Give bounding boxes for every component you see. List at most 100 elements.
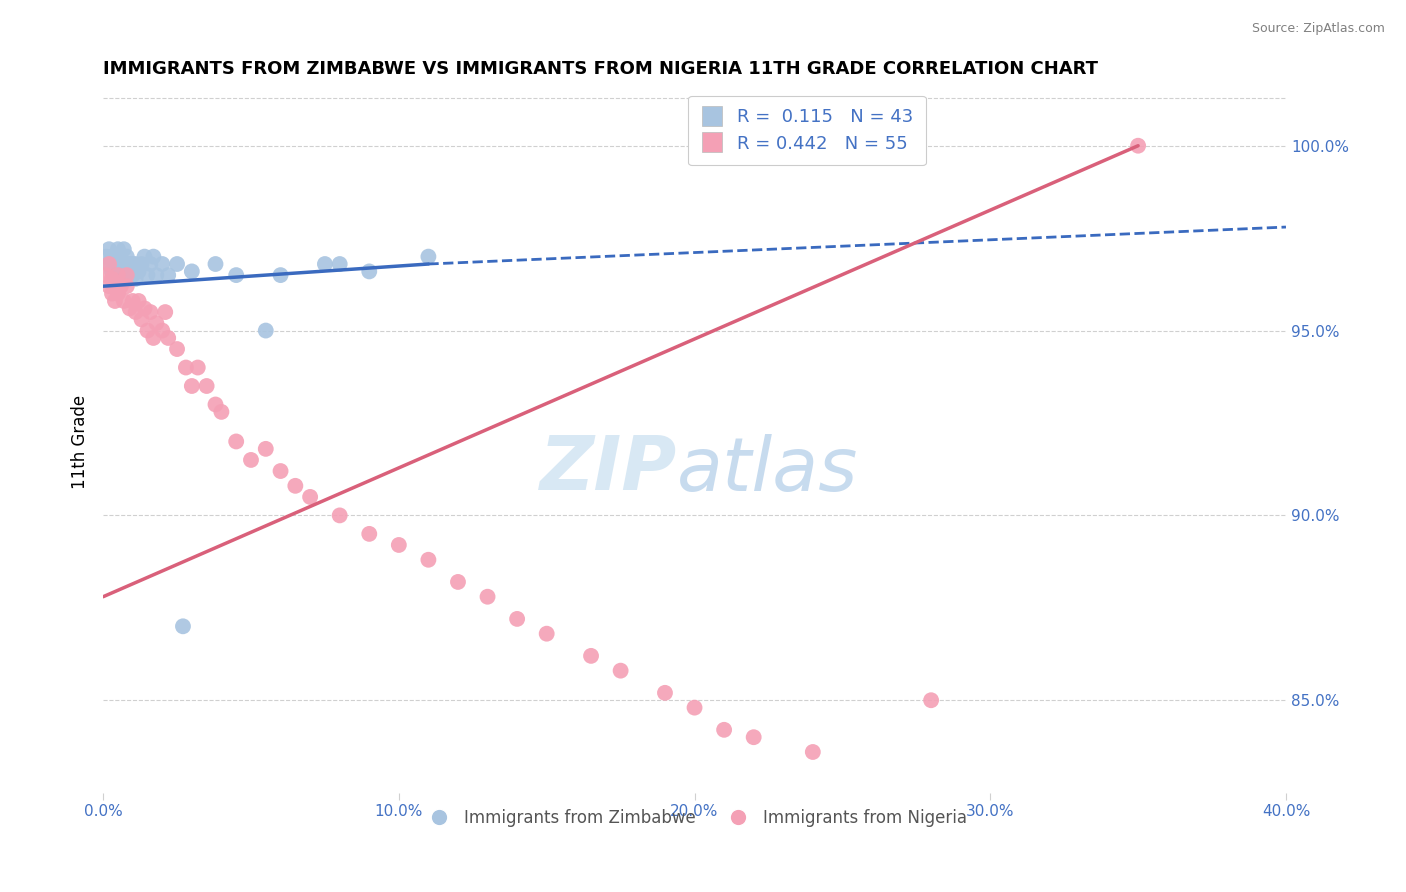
- Point: [98, 257, 121, 271]
- Point: [155, 305, 177, 319]
- Point: [654, 686, 676, 700]
- Point: [139, 305, 162, 319]
- Point: [145, 316, 167, 330]
- Point: [801, 745, 824, 759]
- Point: [110, 257, 132, 271]
- Point: [187, 360, 209, 375]
- Point: [142, 250, 165, 264]
- Point: [115, 250, 138, 264]
- Point: [124, 272, 146, 286]
- Point: [101, 272, 124, 286]
- Point: [98, 279, 121, 293]
- Text: IMMIGRANTS FROM ZIMBABWE VS IMMIGRANTS FROM NIGERIA 11TH GRADE CORRELATION CHART: IMMIGRANTS FROM ZIMBABWE VS IMMIGRANTS F…: [103, 60, 1098, 78]
- Point: [145, 268, 167, 282]
- Point: [101, 250, 124, 264]
- Point: [506, 612, 529, 626]
- Point: [359, 264, 381, 278]
- Point: [107, 286, 129, 301]
- Point: [115, 268, 138, 282]
- Point: [118, 301, 141, 316]
- Point: [1126, 138, 1149, 153]
- Point: [101, 264, 124, 278]
- Point: [104, 268, 127, 282]
- Point: [112, 293, 135, 308]
- Point: [240, 453, 263, 467]
- Point: [128, 293, 150, 308]
- Point: [107, 257, 129, 271]
- Point: [101, 286, 124, 301]
- Point: [134, 250, 156, 264]
- Point: [136, 324, 159, 338]
- Point: [609, 664, 631, 678]
- Point: [124, 305, 146, 319]
- Point: [136, 268, 159, 282]
- Text: atlas: atlas: [676, 434, 858, 506]
- Point: [270, 464, 292, 478]
- Legend: Immigrants from Zimbabwe, Immigrants from Nigeria: Immigrants from Zimbabwe, Immigrants fro…: [416, 802, 973, 833]
- Point: [204, 397, 226, 411]
- Point: [254, 442, 277, 456]
- Point: [713, 723, 735, 737]
- Text: Source: ZipAtlas.com: Source: ZipAtlas.com: [1251, 22, 1385, 36]
- Point: [225, 268, 247, 282]
- Point: [115, 257, 138, 271]
- Point: [579, 648, 602, 663]
- Point: [115, 279, 138, 293]
- Point: [166, 257, 188, 271]
- Point: [204, 257, 226, 271]
- Point: [447, 574, 470, 589]
- Point: [110, 268, 132, 282]
- Point: [418, 250, 440, 264]
- Point: [388, 538, 411, 552]
- Point: [94, 268, 117, 282]
- Point: [131, 312, 153, 326]
- Point: [683, 700, 706, 714]
- Point: [104, 250, 127, 264]
- Point: [139, 257, 162, 271]
- Point: [920, 693, 942, 707]
- Point: [299, 490, 322, 504]
- Point: [110, 279, 132, 293]
- Point: [180, 264, 202, 278]
- Point: [107, 242, 129, 256]
- Point: [254, 324, 277, 338]
- Point: [124, 257, 146, 271]
- Point: [112, 257, 135, 271]
- Point: [209, 405, 232, 419]
- Point: [359, 527, 381, 541]
- Point: [98, 257, 121, 271]
- Point: [118, 272, 141, 286]
- Point: [314, 257, 336, 271]
- Point: [128, 264, 150, 278]
- Point: [142, 331, 165, 345]
- Point: [112, 242, 135, 256]
- Point: [150, 324, 173, 338]
- Point: [150, 257, 173, 271]
- Point: [742, 730, 765, 744]
- Point: [157, 331, 180, 345]
- Point: [131, 257, 153, 271]
- Point: [174, 360, 197, 375]
- Point: [329, 508, 352, 523]
- Point: [121, 257, 143, 271]
- Point: [112, 272, 135, 286]
- Point: [121, 293, 143, 308]
- Point: [118, 257, 141, 271]
- Point: [104, 293, 127, 308]
- Point: [107, 268, 129, 282]
- Point: [98, 242, 121, 256]
- Y-axis label: 11th Grade: 11th Grade: [72, 394, 89, 489]
- Point: [418, 553, 440, 567]
- Text: ZIP: ZIP: [540, 433, 676, 506]
- Point: [195, 379, 218, 393]
- Point: [225, 434, 247, 449]
- Point: [180, 379, 202, 393]
- Point: [94, 250, 117, 264]
- Point: [134, 301, 156, 316]
- Point: [157, 268, 180, 282]
- Point: [536, 626, 558, 640]
- Point: [477, 590, 499, 604]
- Point: [115, 268, 138, 282]
- Point: [284, 479, 307, 493]
- Point: [270, 268, 292, 282]
